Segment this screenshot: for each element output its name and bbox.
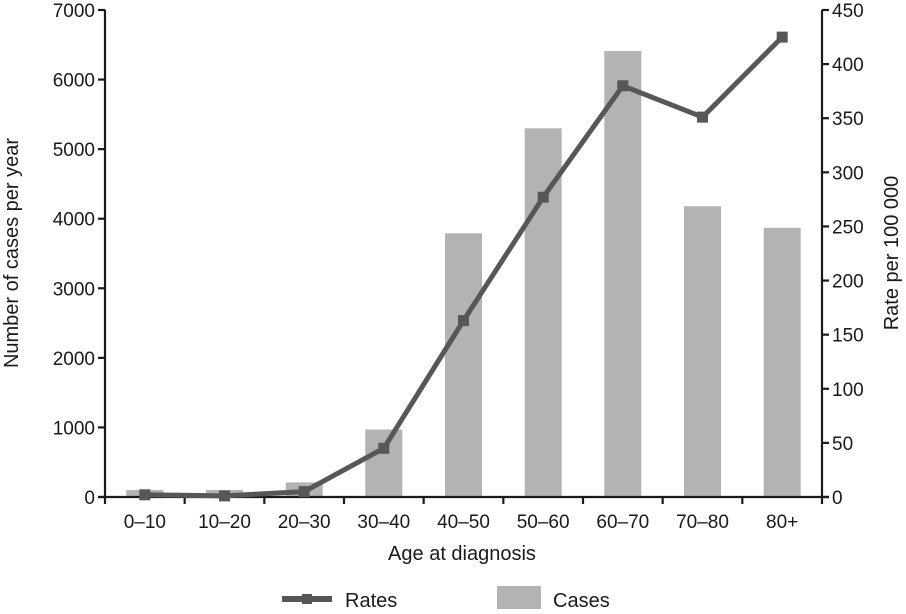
legend-item-cases: Cases	[497, 586, 610, 612]
bar-cases-7	[604, 51, 642, 497]
x-tick-label: 50–60	[517, 512, 570, 533]
legend-cases-label: Cases	[553, 590, 610, 609]
x-tick-label: 70–80	[676, 512, 729, 533]
y-tick-label: 1000	[53, 418, 95, 439]
rates-point-3	[298, 486, 310, 498]
x-tick-label: 40–50	[437, 512, 490, 533]
line-layer	[139, 31, 788, 502]
y2-tick-label: 450	[832, 1, 864, 22]
y2-tick-label: 250	[832, 217, 864, 238]
y-tick-label: 0	[84, 488, 95, 509]
rates-point-2	[219, 490, 230, 502]
y2-tick-label: 100	[832, 380, 864, 401]
y-tick-label: 3000	[53, 279, 95, 300]
bar-cases-6	[524, 128, 562, 498]
legend-cases-swatch	[497, 586, 541, 609]
rates-point-6	[537, 191, 549, 203]
y-tick-label: 7000	[53, 1, 95, 22]
x-tick-label: 20–30	[278, 512, 331, 533]
y2-tick-label: 0	[832, 488, 843, 509]
y-tick-label: 2000	[53, 349, 95, 370]
y-tick-label: 6000	[53, 71, 95, 92]
y2-tick-label: 350	[832, 109, 864, 130]
rates-point-5	[458, 315, 469, 327]
y-tick-label: 5000	[53, 140, 95, 161]
y-tick-label: 4000	[53, 210, 95, 231]
bar-cases-8	[684, 206, 721, 497]
y2-tick-label: 300	[832, 163, 864, 184]
rates-point-8	[697, 111, 708, 123]
rates-point-9	[776, 31, 788, 43]
y2-tick-label: 200	[832, 272, 864, 293]
rates-point-7	[617, 80, 629, 92]
y2-tick-label: 400	[832, 55, 864, 76]
bars-layer	[126, 51, 801, 498]
y-axis-title: Number of cases per year	[1, 138, 23, 368]
y2-axis-title: Rate per 100 000	[881, 176, 903, 331]
x-axis-title: Age at diagnosis	[388, 543, 536, 565]
x-tick-label: 0–10	[124, 512, 166, 533]
bar-cases-5	[445, 233, 482, 498]
bar-cases-9	[763, 227, 801, 498]
x-tick-label: 30–40	[357, 512, 410, 533]
x-tick-label: 60–70	[596, 512, 649, 533]
bar-cases-4	[365, 429, 403, 497]
y2-tick-label: 50	[832, 434, 853, 455]
axes-layer: 0 1000 2000 3000 4000 5000 6000 7000 0 50 100 150 20…	[53, 1, 864, 533]
legend: Rates Cases	[282, 586, 610, 612]
y2-tick-label: 150	[832, 326, 864, 347]
legend-item-rates: Rates	[282, 590, 397, 612]
legend-rates-marker	[302, 594, 312, 604]
rates-point-4	[378, 442, 390, 454]
legend-rates-label: Rates	[345, 590, 397, 609]
x-tick-label: 10–20	[198, 512, 251, 533]
x-tick-label: 80+	[766, 512, 798, 533]
rates-point-1	[139, 489, 151, 501]
